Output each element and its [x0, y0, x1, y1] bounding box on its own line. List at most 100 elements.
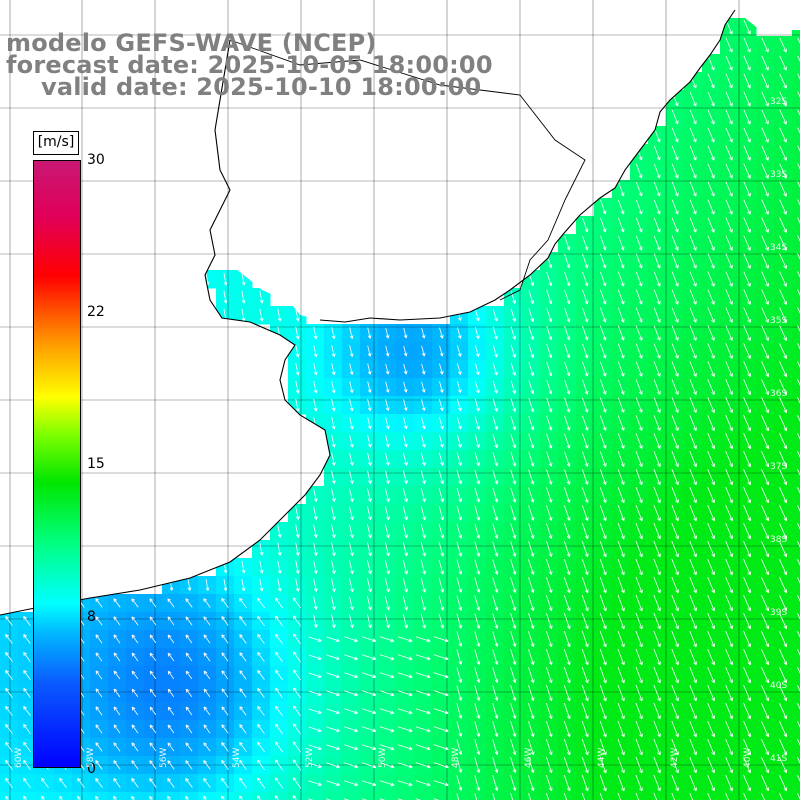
wind-arrow: [779, 793, 783, 800]
wind-arrow: [599, 792, 604, 800]
wind-arrow: [635, 738, 643, 756]
wind-cell: [792, 792, 800, 800]
wind-arrow: [528, 380, 535, 395]
wind-arrow: [546, 613, 553, 630]
wind-arrow: [617, 720, 625, 738]
wind-arrow: [617, 343, 625, 359]
wind-arrow: [292, 795, 297, 800]
wind-arrow: [221, 742, 229, 752]
wind-arrow: [725, 163, 733, 179]
wind-arrow: [420, 434, 426, 448]
wind-arrow: [617, 540, 625, 558]
wind-arrow: [326, 708, 340, 715]
wind-arrow: [707, 127, 715, 143]
wind-arrow: [385, 363, 390, 375]
wind-arrow: [295, 524, 300, 538]
wind-arrow: [239, 634, 247, 644]
wind-arrow: [95, 688, 103, 698]
wind-cell: [792, 342, 800, 361]
wind-arrow: [797, 127, 800, 134]
wind-arrow: [223, 290, 228, 304]
wind-arrow: [707, 648, 715, 666]
wind-arrow: [456, 577, 463, 593]
wind-arrow: [362, 654, 377, 661]
wind-arrow: [41, 777, 49, 789]
wind-arrow: [743, 145, 751, 161]
longitude-label: 60W: [14, 747, 24, 768]
wind-arrow: [546, 666, 553, 684]
wind-arrow: [582, 343, 589, 359]
wind-arrow: [362, 690, 377, 697]
wind-arrow: [725, 612, 733, 630]
wind-arrow: [779, 631, 788, 648]
wind-arrow: [402, 613, 408, 629]
wind-arrow: [421, 399, 426, 411]
wind-arrow: [689, 145, 697, 161]
wind-arrow: [131, 688, 139, 698]
wind-arrow: [313, 614, 318, 628]
wind-arrow: [221, 688, 229, 698]
wind-arrow: [617, 433, 625, 449]
wind-arrow: [546, 774, 553, 792]
wind-arrow: [797, 343, 800, 350]
wind-arrow: [671, 181, 679, 197]
wind-arrow: [671, 756, 679, 774]
wind-arrow: [617, 289, 625, 305]
wind-arrow: [707, 468, 715, 486]
wind-arrow: [331, 345, 336, 358]
wind-arrow: [113, 742, 121, 752]
wind-arrow: [671, 558, 679, 576]
wind-arrow: [689, 648, 697, 666]
wind-cell: [792, 720, 800, 739]
wind-arrow: [167, 760, 175, 770]
wind-arrow: [256, 777, 266, 789]
wind-arrow: [379, 690, 395, 697]
wind-cell: [666, 792, 685, 800]
wind-arrow: [689, 756, 697, 774]
wind-arrow: [797, 703, 800, 710]
wind-arrow: [131, 724, 139, 734]
wind-arrow: [239, 616, 247, 626]
wind-arrow: [743, 379, 751, 396]
wind-arrow: [492, 451, 499, 467]
wind-arrow: [259, 308, 264, 322]
wind-arrow: [528, 415, 535, 431]
wind-arrow: [95, 724, 103, 734]
wind-arrow: [635, 145, 643, 161]
wind-arrow: [689, 522, 697, 540]
wind-cell: [792, 702, 800, 721]
wind-arrow: [492, 685, 499, 701]
wind-arrow: [185, 598, 193, 608]
wind-arrow: [474, 345, 480, 357]
wind-arrow: [379, 636, 395, 643]
wind-arrow: [671, 397, 679, 413]
wind-arrow: [743, 756, 751, 774]
wind-arrow: [564, 235, 571, 251]
wind-arrow: [779, 739, 788, 756]
wind-arrow: [528, 703, 535, 720]
wind-arrow: [474, 613, 481, 629]
wind-arrow: [510, 487, 517, 503]
wind-arrow: [313, 362, 318, 376]
wind-arrow: [725, 738, 733, 756]
wind-cell: [396, 792, 415, 800]
wind-arrow: [797, 109, 800, 116]
wind-arrow: [420, 523, 426, 539]
wind-arrow: [689, 199, 697, 215]
wind-arrow: [618, 217, 625, 233]
wind-arrow: [779, 757, 788, 774]
wind-arrow: [385, 399, 390, 411]
wind-arrow: [167, 616, 175, 626]
wind-arrow: [433, 654, 449, 661]
wind-arrow: [274, 741, 284, 753]
wind-arrow: [797, 307, 800, 314]
wind-arrow: [384, 488, 390, 502]
wind-arrow: [420, 470, 426, 484]
wind-arrow: [349, 542, 354, 557]
wind-arrow: [528, 362, 535, 376]
wind-arrow: [149, 742, 157, 752]
wind-arrow: [167, 670, 175, 680]
wind-arrow: [344, 726, 358, 733]
wind-arrow: [725, 648, 733, 666]
wind-arrow: [761, 739, 770, 756]
